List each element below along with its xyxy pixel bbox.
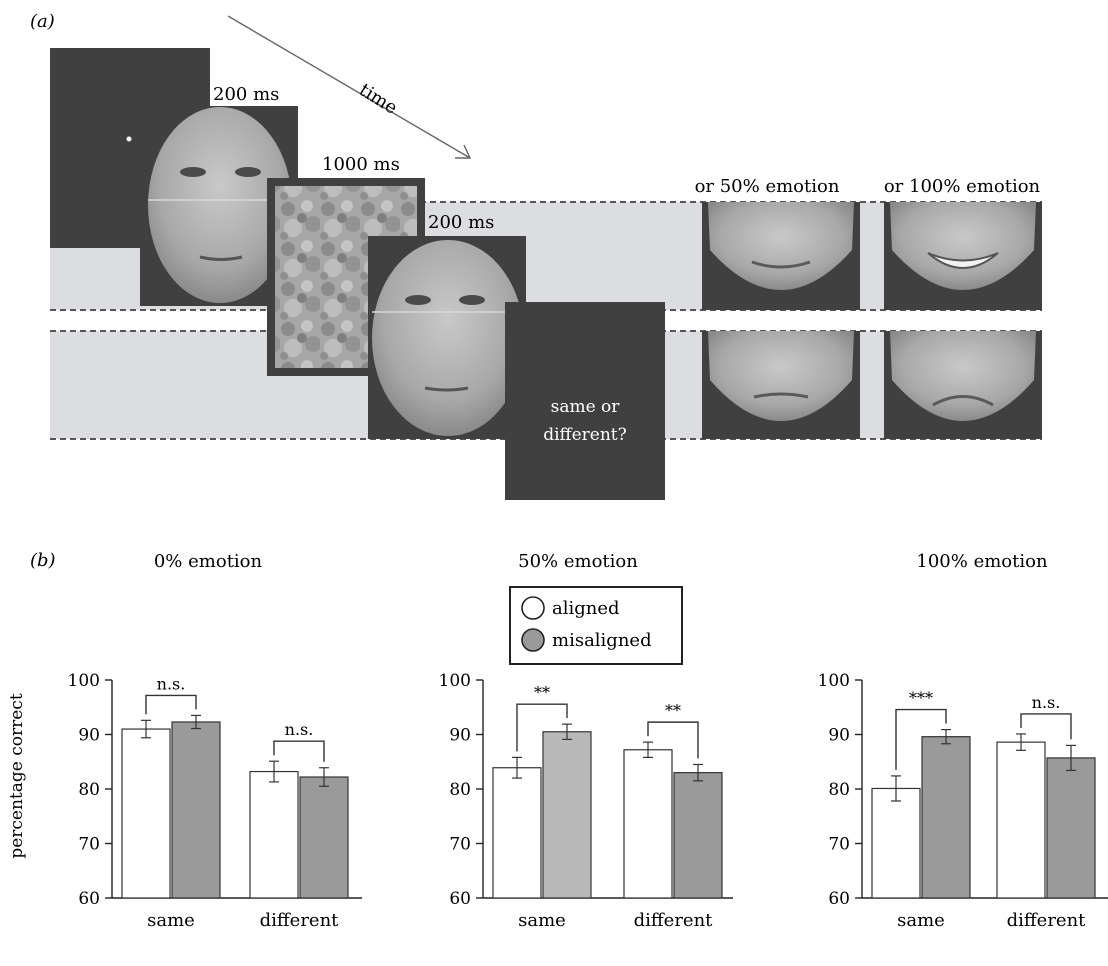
lower-face-100-happy-mouth bbox=[927, 252, 999, 269]
significance-label: *** bbox=[909, 689, 933, 708]
y-tick-label: 60 bbox=[828, 889, 850, 909]
bar-misaligned bbox=[921, 736, 971, 899]
significance-bracket bbox=[1020, 713, 1072, 740]
legend-misaligned-swatch bbox=[521, 628, 545, 652]
significance-bracket bbox=[647, 721, 699, 759]
lower-face-100-sad bbox=[890, 331, 1036, 421]
bar-misaligned bbox=[542, 731, 592, 899]
significance-bracket bbox=[145, 694, 197, 715]
bar-aligned bbox=[249, 770, 299, 899]
y-tick-label: 100 bbox=[818, 671, 850, 691]
study-face-left-eye bbox=[180, 167, 206, 177]
y-tick-label: 90 bbox=[449, 726, 471, 746]
significance-bracket bbox=[895, 708, 947, 770]
duration-2: 1000 ms bbox=[322, 154, 400, 175]
y-tick-label: 70 bbox=[78, 835, 100, 855]
y-tick-label: 90 bbox=[828, 726, 850, 746]
significance-label: n.s. bbox=[285, 720, 314, 739]
y-tick-label: 70 bbox=[449, 835, 471, 855]
variant-label-50: or 50% emotion bbox=[695, 176, 840, 197]
category-label: same bbox=[147, 910, 195, 931]
y-tick-label: 60 bbox=[78, 889, 100, 909]
y-tick-label: 70 bbox=[828, 835, 850, 855]
significance-label: ** bbox=[665, 701, 681, 720]
duration-1: 200 ms bbox=[213, 84, 279, 105]
test-face bbox=[372, 240, 524, 436]
duration-3: 200 ms bbox=[428, 212, 494, 233]
lower-face-50-happy bbox=[708, 202, 854, 290]
bar-aligned bbox=[871, 787, 921, 899]
test-face-mouth bbox=[424, 386, 469, 392]
y-tick-label: 80 bbox=[828, 780, 850, 800]
panel-a-label: (a) bbox=[30, 11, 55, 32]
charts: 0% emotion 60 70 80 90 100 n.s. same n.s. differe… bbox=[68, 551, 1108, 931]
panel-b-label: (b) bbox=[30, 550, 56, 571]
significance-bracket bbox=[273, 740, 325, 762]
significance-label: ** bbox=[534, 683, 550, 702]
bar-misaligned bbox=[1046, 757, 1096, 899]
y-axis-label: percentage correct bbox=[7, 693, 27, 859]
bar-aligned bbox=[121, 728, 171, 899]
legend-misaligned-label: misaligned bbox=[552, 630, 652, 651]
y-tick-label: 80 bbox=[449, 780, 471, 800]
significance-label: n.s. bbox=[1032, 693, 1061, 712]
study-face-mouth bbox=[199, 255, 243, 261]
fixation-dot bbox=[126, 136, 132, 142]
bar-misaligned bbox=[673, 772, 723, 899]
category-label: different bbox=[634, 910, 714, 931]
time-arrow bbox=[227, 15, 471, 159]
significance-label: n.s. bbox=[157, 674, 186, 693]
legend-aligned-label: aligned bbox=[552, 598, 620, 619]
bar-aligned bbox=[996, 741, 1046, 899]
panel-b: (b) aligned misaligned percentage correc… bbox=[7, 550, 1108, 931]
legend-aligned-swatch bbox=[521, 596, 545, 620]
lower-face-100-happy bbox=[890, 202, 1036, 290]
chart-title: 50% emotion bbox=[518, 551, 638, 572]
y-tick-label: 80 bbox=[78, 780, 100, 800]
chart-title: 0% emotion bbox=[154, 551, 263, 572]
y-tick-label: 60 bbox=[449, 889, 471, 909]
panel-a: (a) time 200 ms 1000 ms 200 bbox=[30, 11, 1042, 500]
lower-face-50-sad bbox=[708, 331, 854, 421]
chart-title: 100% emotion bbox=[916, 551, 1048, 572]
prompt-line-2: different? bbox=[543, 425, 627, 445]
y-tick-label: 100 bbox=[68, 671, 100, 691]
y-tick-label: 90 bbox=[78, 726, 100, 746]
bar-misaligned bbox=[171, 721, 221, 899]
bar-misaligned bbox=[299, 776, 349, 899]
category-label: same bbox=[518, 910, 566, 931]
bar-aligned bbox=[492, 767, 542, 899]
lower-face-100-sad-mouth bbox=[932, 395, 994, 407]
y-tick-label: 100 bbox=[439, 671, 471, 691]
significance-bracket bbox=[516, 703, 568, 752]
variant-label-100: or 100% emotion bbox=[884, 176, 1041, 197]
study-face bbox=[148, 107, 292, 303]
time-arrow-head bbox=[455, 144, 472, 159]
prompt-line-1: same or bbox=[551, 397, 621, 417]
lower-face-50-sad-mouth bbox=[753, 392, 809, 399]
bar-aligned bbox=[623, 749, 673, 899]
study-face-right-eye bbox=[235, 167, 261, 177]
test-face-left-eye bbox=[405, 295, 431, 305]
response-frame bbox=[505, 302, 665, 500]
category-label: same bbox=[897, 910, 945, 931]
category-label: different bbox=[1007, 910, 1087, 931]
test-face-right-eye bbox=[459, 295, 485, 305]
lower-face-50-happy-mouth bbox=[751, 260, 811, 269]
category-label: different bbox=[260, 910, 340, 931]
